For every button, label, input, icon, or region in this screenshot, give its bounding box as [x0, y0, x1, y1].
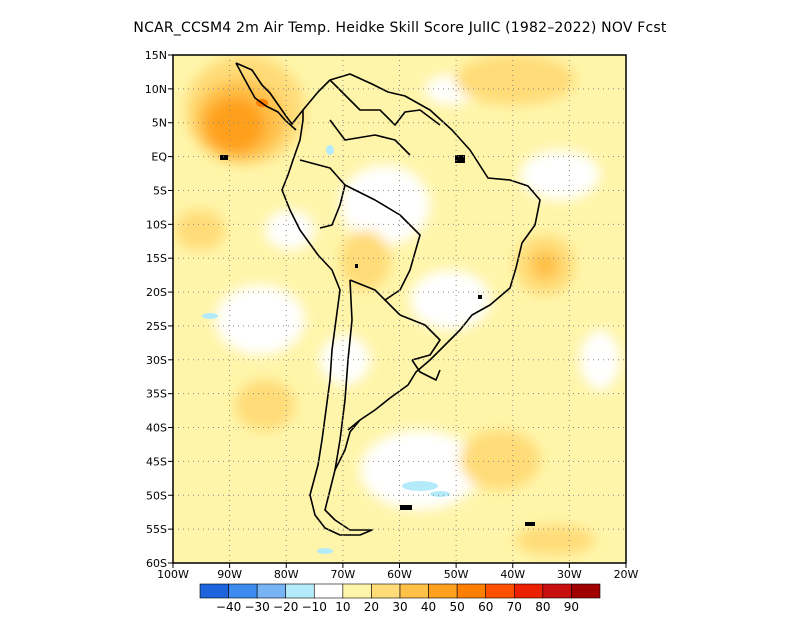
colorbar-swatch [542, 583, 572, 599]
colorbar-swatch [199, 583, 229, 599]
lon-tick-label: 90W [217, 568, 242, 581]
colorbar-swatch [513, 583, 544, 599]
colorbar-label: 30 [392, 600, 407, 614]
lat-tick-label: 40S [146, 422, 167, 435]
colorbar-swatch [399, 583, 429, 599]
grid-lines [173, 55, 626, 563]
lat-tick-label: 45S [146, 455, 167, 468]
lon-tick-label: 20W [614, 568, 639, 581]
longitude-axis: 100W 90W 80W 70W 60W 50W 40W 30W 20W [157, 563, 639, 581]
lat-tick-label: 55S [146, 523, 167, 536]
colorbar-label: 10 [335, 600, 350, 614]
colorbar-label: 20 [364, 600, 379, 614]
colorbar-label: 70 [507, 600, 522, 614]
lon-tick-label: 70W [330, 568, 355, 581]
colorbar-swatch [313, 583, 344, 599]
lon-tick-label: 30W [557, 568, 582, 581]
lon-tick-label: 50W [444, 568, 469, 581]
lat-tick-label: 10S [146, 218, 167, 231]
lat-tick-label: 5S [153, 184, 167, 197]
colorbar-label: 60 [478, 600, 493, 614]
colorbar-swatch [428, 583, 458, 599]
colorbar-swatch [456, 583, 487, 599]
lon-tick-label: 100W [157, 568, 189, 581]
lat-tick-label: 35S [146, 388, 167, 401]
lat-tick-label: 10N [145, 83, 167, 96]
lat-tick-label: 15N [145, 49, 167, 62]
lon-tick-label: 40W [500, 568, 525, 581]
colorbar-label: −20 [273, 600, 298, 614]
lat-tick-label: EQ [151, 151, 167, 164]
colorbar-label: 90 [564, 600, 579, 614]
colorbar-label: −10 [302, 600, 327, 614]
lon-tick-label: 60W [387, 568, 412, 581]
colorbar-label: −30 [244, 600, 269, 614]
lat-tick-label: 25S [146, 320, 167, 333]
colorbar-swatch [371, 583, 401, 599]
colorbar-label: 40 [421, 600, 436, 614]
colorbar-label: 50 [450, 600, 465, 614]
colorbar-swatch [228, 583, 258, 599]
skill-field [173, 55, 626, 563]
colorbar-swatch [571, 583, 601, 599]
lat-tick-label: 20S [146, 286, 167, 299]
colorbar-swatch [256, 583, 287, 599]
colorbar-swatch [342, 583, 372, 599]
lon-tick-label: 80W [274, 568, 299, 581]
map-title: NCAR_CCSM4 2m Air Temp. Heidke Skill Sco… [133, 20, 667, 36]
latitude-axis: 15N 10N 5N EQ 5S 10S 15S 20S 25S 30S 35S 40S 45S 50S 5… [145, 49, 173, 570]
lat-tick-label: 5N [152, 117, 167, 130]
colorbar-swatch [485, 583, 515, 599]
colorbar-label: −40 [216, 600, 241, 614]
lat-tick-label: 60S [146, 557, 167, 570]
lat-tick-label: 50S [146, 489, 167, 502]
colorbar-swatch [285, 583, 315, 599]
lat-tick-label: 15S [146, 252, 167, 265]
islands [220, 155, 535, 526]
colorbar: −40 −30 −20 −10 10 20 30 40 50 60 70 80 90 [199, 583, 601, 614]
colorbar-label: 80 [535, 600, 550, 614]
lat-tick-label: 30S [146, 354, 167, 367]
